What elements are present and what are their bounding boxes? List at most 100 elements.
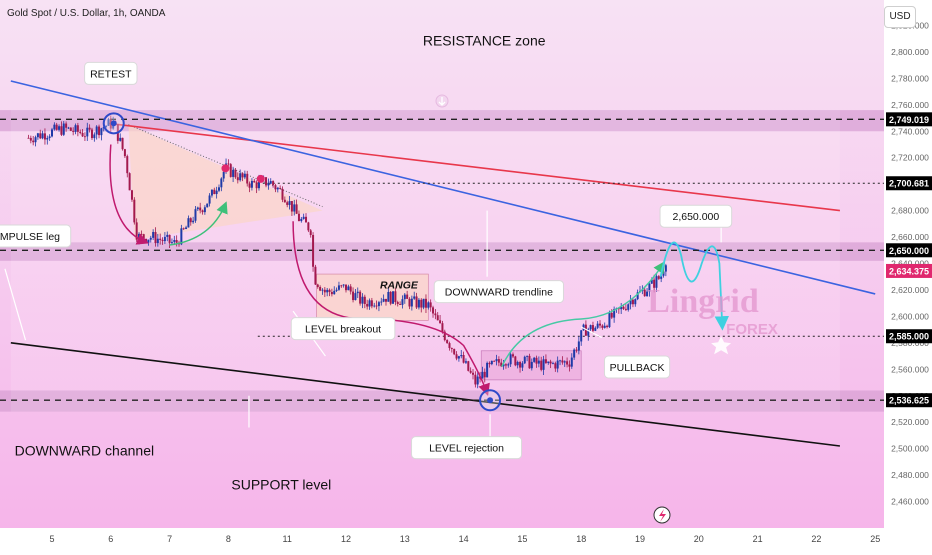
- candle-body: [408, 298, 411, 307]
- x-tick-label: 18: [576, 534, 586, 544]
- candle-body: [359, 291, 362, 304]
- candle-body: [328, 289, 331, 293]
- candle-body: [384, 298, 387, 302]
- candle-body: [429, 302, 432, 308]
- candle-body: [551, 363, 554, 365]
- candle-body: [53, 124, 56, 130]
- candle-body: [547, 361, 550, 363]
- y-tick-label: 2,620.000: [891, 285, 929, 295]
- descending-triangle: [128, 124, 323, 240]
- y-tick-label: 2,780.000: [891, 73, 929, 83]
- candle-body: [210, 189, 213, 196]
- zone-band: [0, 390, 884, 412]
- price-badge: [886, 176, 932, 191]
- candle-body: [460, 355, 463, 357]
- candle-body: [168, 234, 171, 243]
- candle-body: [396, 302, 399, 304]
- annotation-label: RETEST: [90, 68, 132, 80]
- currency-button[interactable]: USD: [884, 6, 916, 28]
- candle-body: [432, 307, 435, 314]
- candle-body: [267, 183, 270, 186]
- candle-body: [634, 299, 637, 305]
- candle-body: [453, 348, 456, 355]
- x-tick-label: 19: [635, 534, 645, 544]
- candle-body: [401, 299, 404, 305]
- annotation-label: LEVEL breakout: [305, 324, 381, 336]
- candle-body: [415, 296, 418, 308]
- y-tick-label: 2,640.000: [891, 259, 929, 269]
- annotation-label: DOWNWARD channel: [15, 442, 155, 458]
- candle-body: [246, 173, 249, 184]
- y-tick-label: 2,680.000: [891, 206, 929, 216]
- annotation-label: RANGE: [380, 280, 419, 292]
- candle-body: [69, 127, 72, 131]
- candle-body: [227, 163, 230, 165]
- candle-body: [561, 360, 564, 363]
- callout-box: [0, 224, 72, 248]
- time-axis: 5 6 7 8 11 12 13 14 15 18 19 20 21 22 25: [49, 534, 880, 544]
- candle-body: [43, 133, 46, 140]
- candle-body: [533, 357, 536, 362]
- candle-body: [523, 356, 526, 364]
- x-tick-label: 6: [108, 534, 113, 544]
- candle-body: [95, 126, 98, 135]
- candle-body: [606, 325, 609, 328]
- candle-body: [370, 300, 373, 307]
- candle-body: [29, 137, 32, 141]
- candle-body: [265, 177, 268, 186]
- candle-body: [662, 271, 665, 276]
- candle-body: [83, 136, 86, 138]
- candle-body: [521, 363, 524, 368]
- candle-body: [490, 360, 493, 365]
- candle-body: [568, 364, 571, 367]
- candle-body: [288, 201, 291, 205]
- candle-body: [516, 362, 519, 366]
- candle-body: [32, 140, 35, 143]
- candle-body: [587, 329, 590, 336]
- annotation-arrows: [4, 112, 732, 437]
- candle-body: [377, 302, 380, 307]
- price-badge-label: 2,536.625: [889, 396, 929, 406]
- candle-body: [363, 296, 366, 304]
- candle-body: [152, 232, 155, 238]
- candle-body: [182, 228, 185, 230]
- candle-body: [342, 284, 345, 286]
- candle-body: [580, 330, 583, 342]
- lightning-icon[interactable]: [653, 506, 671, 524]
- candle-body: [464, 361, 467, 363]
- annotation-label: 2,650.000: [673, 211, 720, 223]
- bounce-arrow-green: [169, 201, 228, 246]
- y-tick-label: 2,560.000: [891, 364, 929, 374]
- candle-body: [535, 357, 538, 364]
- candle-body: [203, 207, 206, 213]
- candle-body: [170, 241, 173, 243]
- candle-body: [660, 275, 663, 279]
- candle-body: [608, 312, 611, 328]
- candle-body: [563, 361, 566, 363]
- pivot-dot: [256, 174, 265, 183]
- candle-body: [469, 370, 472, 373]
- candle-body: [436, 315, 439, 321]
- price-badge-label: 2,749.019: [889, 115, 929, 125]
- candle-body: [455, 354, 458, 359]
- y-tick-label: 2,800.000: [891, 47, 929, 57]
- candle-body: [149, 237, 152, 240]
- candle-body: [72, 130, 75, 132]
- candle-body: [617, 308, 620, 310]
- current-price-label: 2,634.375: [889, 266, 929, 276]
- black-trendline: [10, 342, 841, 447]
- candle-body: [594, 327, 597, 331]
- candle-body: [269, 181, 272, 184]
- candle-body: [577, 341, 580, 351]
- candles: [27, 115, 667, 389]
- candle-body: [166, 234, 169, 237]
- candle-body: [121, 137, 124, 150]
- x-tick-label: 12: [341, 534, 351, 544]
- candle-body: [380, 301, 383, 303]
- candle-body: [542, 359, 545, 370]
- candle-body: [575, 349, 578, 351]
- candle-body: [368, 300, 371, 307]
- candle-body: [406, 294, 409, 299]
- candle-body: [500, 362, 503, 367]
